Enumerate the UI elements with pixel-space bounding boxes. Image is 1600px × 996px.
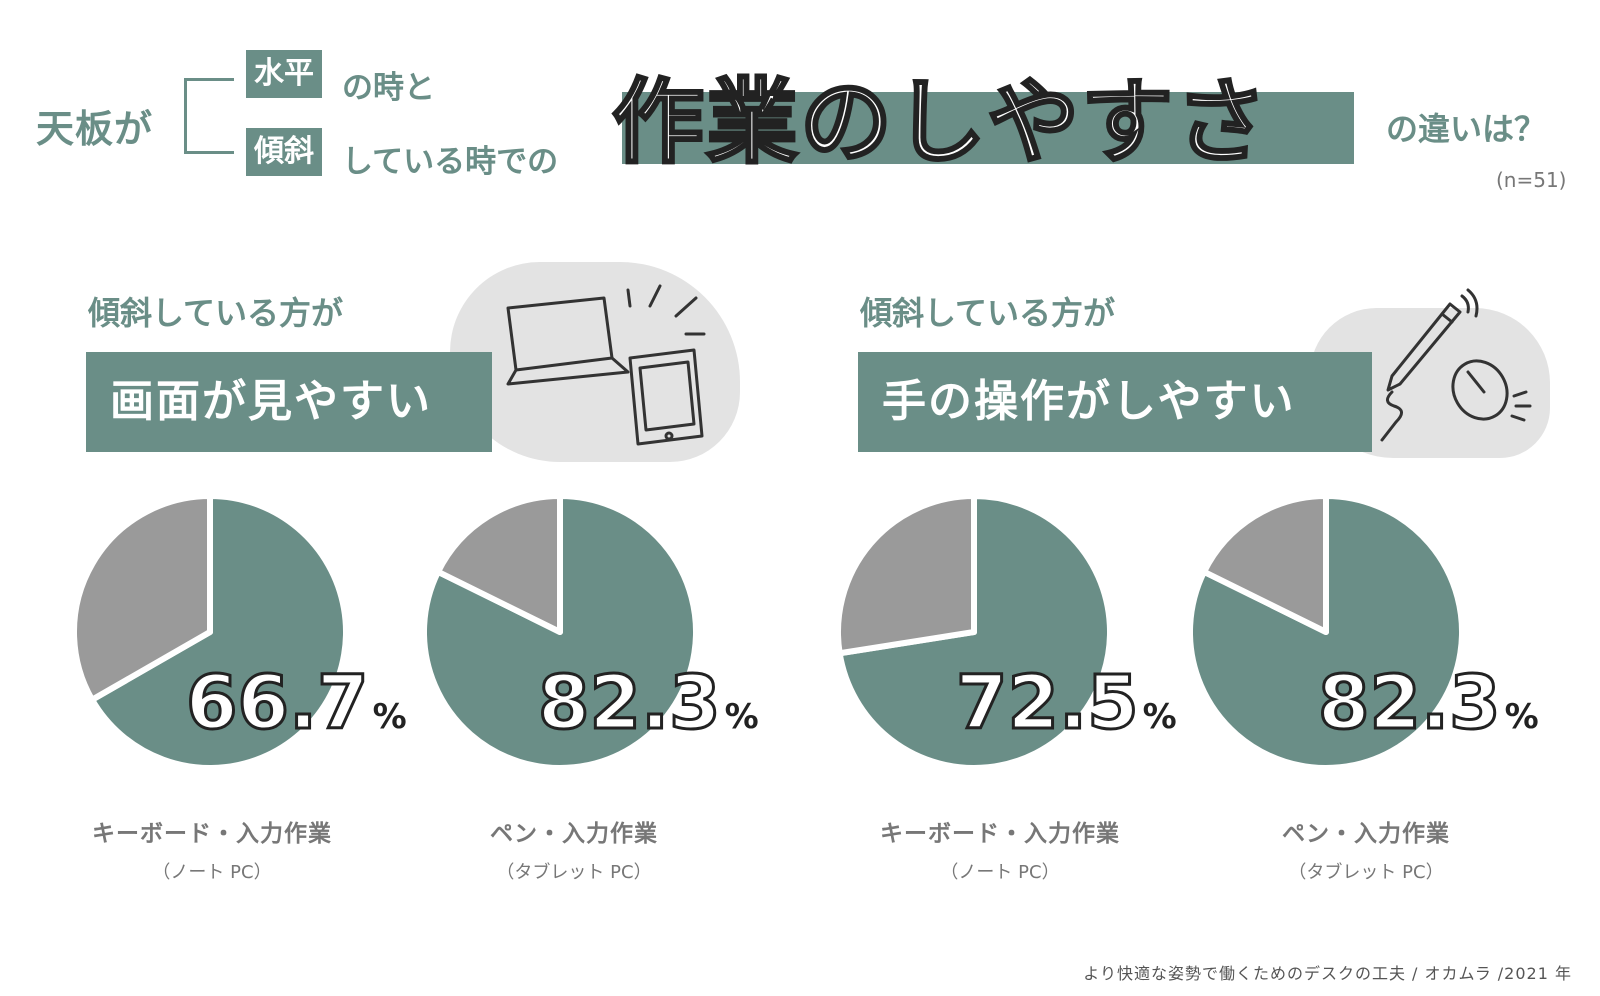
- caption-device: （ノート PC）: [152, 862, 272, 883]
- caption-device: （ノート PC）: [940, 862, 1060, 883]
- pie-2-slice-rest: [435, 493, 563, 635]
- right-headline-banner: 手の操作がしやすい: [858, 352, 1372, 452]
- chart-1-caption: キーボード・入力作業 （ノート PC）: [62, 814, 362, 884]
- sample-size: (n=51): [1496, 168, 1567, 192]
- left-headline-small: 傾斜している方が: [88, 294, 344, 332]
- chart-3-percent: 72.5%: [955, 659, 1177, 748]
- pie-charts: [71, 493, 1465, 771]
- pie-1-slice-main: [89, 493, 349, 771]
- pen-mouse-icon: [1380, 288, 1532, 442]
- chart-2-caption: ペン・入力作業 （タブレット PC）: [424, 814, 724, 884]
- chart-4-caption: ペン・入力作業 （タブレット PC）: [1216, 814, 1516, 884]
- caption-title: ペン・入力作業: [1282, 821, 1450, 847]
- pie-4-slice-rest: [1201, 493, 1329, 635]
- right-headline-small: 傾斜している方が: [860, 294, 1116, 332]
- caption-device: （タブレット PC）: [1288, 862, 1444, 883]
- tag-horizontal: 水平: [246, 50, 322, 98]
- pie-3-slice-rest: [835, 493, 977, 657]
- laptop-tablet-icon: [506, 284, 706, 446]
- title-suffix: の違いは？: [1386, 110, 1547, 148]
- title-prefix: 天板が: [36, 107, 154, 151]
- chart-4-percent: 82.3%: [1317, 659, 1539, 748]
- tag-tilted: 傾斜: [246, 128, 322, 176]
- chart-1-percent: 66.7%: [185, 659, 407, 748]
- caption-title: ペン・入力作業: [490, 821, 658, 847]
- source-footer: より快適な姿勢で働くためのデスクの工夫 / オカムラ /2021 年: [1083, 964, 1572, 983]
- caption-title: キーボード・入力作業: [880, 821, 1120, 847]
- subtitle-tilted: している時での: [342, 144, 559, 180]
- chart-2-percent: 82.3%: [537, 659, 759, 748]
- chart-3-caption: キーボード・入力作業 （ノート PC）: [850, 814, 1150, 884]
- subtitle-horizontal: の時と: [342, 70, 435, 106]
- caption-title: キーボード・入力作業: [92, 821, 332, 847]
- pie-1-slice-rest: [71, 493, 213, 703]
- main-title: 作業のしやすさ: [610, 68, 1270, 178]
- left-headline-banner: 画面が見やすい: [86, 352, 492, 452]
- caption-device: （タブレット PC）: [496, 862, 652, 883]
- illustration-backdrop: [450, 262, 740, 462]
- bracket-decoration: [184, 78, 234, 154]
- title-band: [622, 92, 1354, 164]
